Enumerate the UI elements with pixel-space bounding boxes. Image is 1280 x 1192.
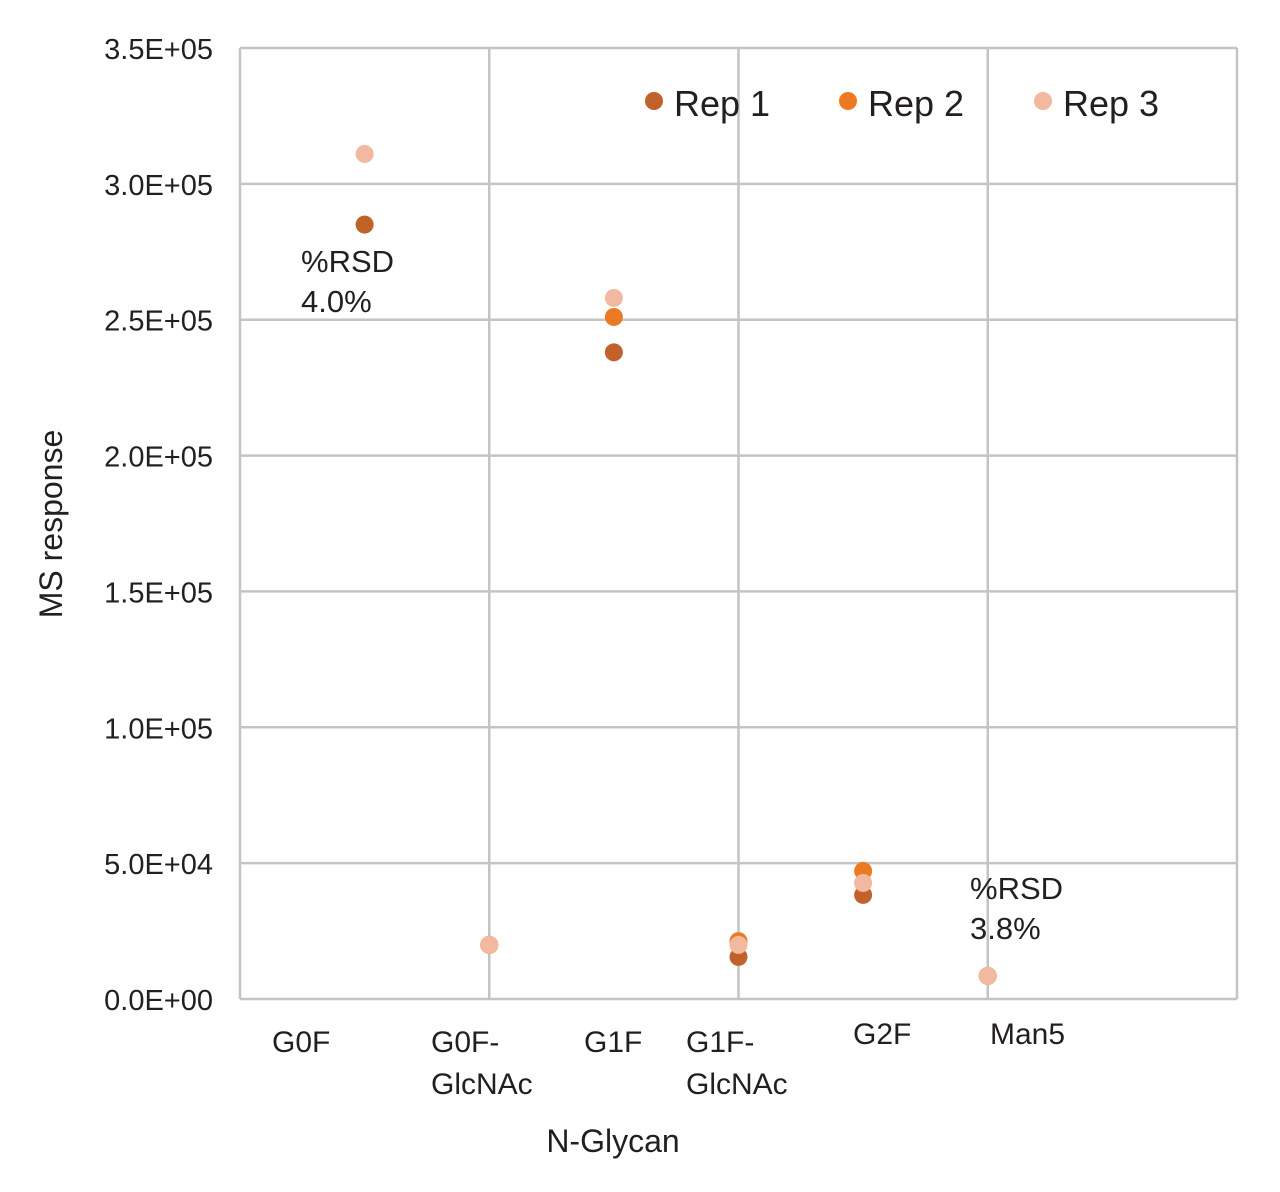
rsd-annotation: %RSD: [301, 244, 394, 279]
y-tick-label: 5.0E+04: [104, 849, 213, 881]
gridlines: [238, 46, 1239, 1001]
rsd-annotation: 4.0%: [301, 284, 372, 319]
data-points: [355, 144, 997, 985]
x-category-label: G1F: [584, 1026, 642, 1059]
data-point-rep-3: [854, 873, 873, 892]
data-point-rep-2: [604, 307, 623, 326]
rsd-annotation: %RSD: [970, 871, 1063, 906]
x-category-label: G2F: [853, 1018, 911, 1051]
x-category-label: G0F: [272, 1026, 330, 1059]
data-point-rep-1: [355, 215, 374, 234]
y-tick-label: 2.0E+05: [104, 442, 213, 474]
y-tick-label: 0.0E+00: [104, 985, 213, 1017]
y-tick-label: 3.5E+05: [104, 34, 213, 66]
y-axis-ticks: 0.0E+00 5.0E+04 1.0E+05 1.5E+05 2.0E+05 2.5E+…: [104, 34, 213, 1017]
x-category-label: G1F-: [686, 1026, 754, 1059]
rsd-annotation: 3.8%: [970, 911, 1041, 946]
y-axis-label: MS response: [33, 430, 69, 619]
y-tick-label: 3.0E+05: [104, 170, 213, 202]
annotations: %RSD 4.0% %RSD 3.8%: [301, 244, 1063, 946]
x-axis-categories: G0F G0F- GlcNAc G1F G1F- GlcNAc G2F Man5: [272, 1018, 1065, 1101]
legend-label: Rep 3: [1063, 83, 1159, 124]
legend: Rep 1 Rep 2 Rep 3: [645, 83, 1159, 124]
y-tick-label: 1.0E+05: [104, 713, 213, 745]
legend-label: Rep 2: [868, 83, 964, 124]
data-point-rep-3: [604, 288, 623, 307]
x-category-label: GlcNAc: [686, 1068, 788, 1101]
data-point-rep-3: [978, 966, 997, 985]
legend-marker: [1034, 92, 1052, 110]
x-category-label: G0F-: [431, 1026, 499, 1059]
legend-label: Rep 1: [674, 83, 770, 124]
data-point-rep-3: [355, 144, 374, 163]
x-category-label: Man5: [990, 1018, 1065, 1051]
legend-marker: [839, 92, 857, 110]
y-tick-label: 2.5E+05: [104, 306, 213, 338]
legend-marker: [645, 92, 663, 110]
x-axis-label: N-Glycan: [546, 1123, 679, 1159]
y-tick-label: 1.5E+05: [104, 577, 213, 609]
x-category-label: GlcNAc: [431, 1068, 533, 1101]
data-point-rep-1: [604, 343, 623, 362]
data-point-rep-3: [480, 935, 499, 954]
data-point-rep-3: [729, 935, 748, 954]
